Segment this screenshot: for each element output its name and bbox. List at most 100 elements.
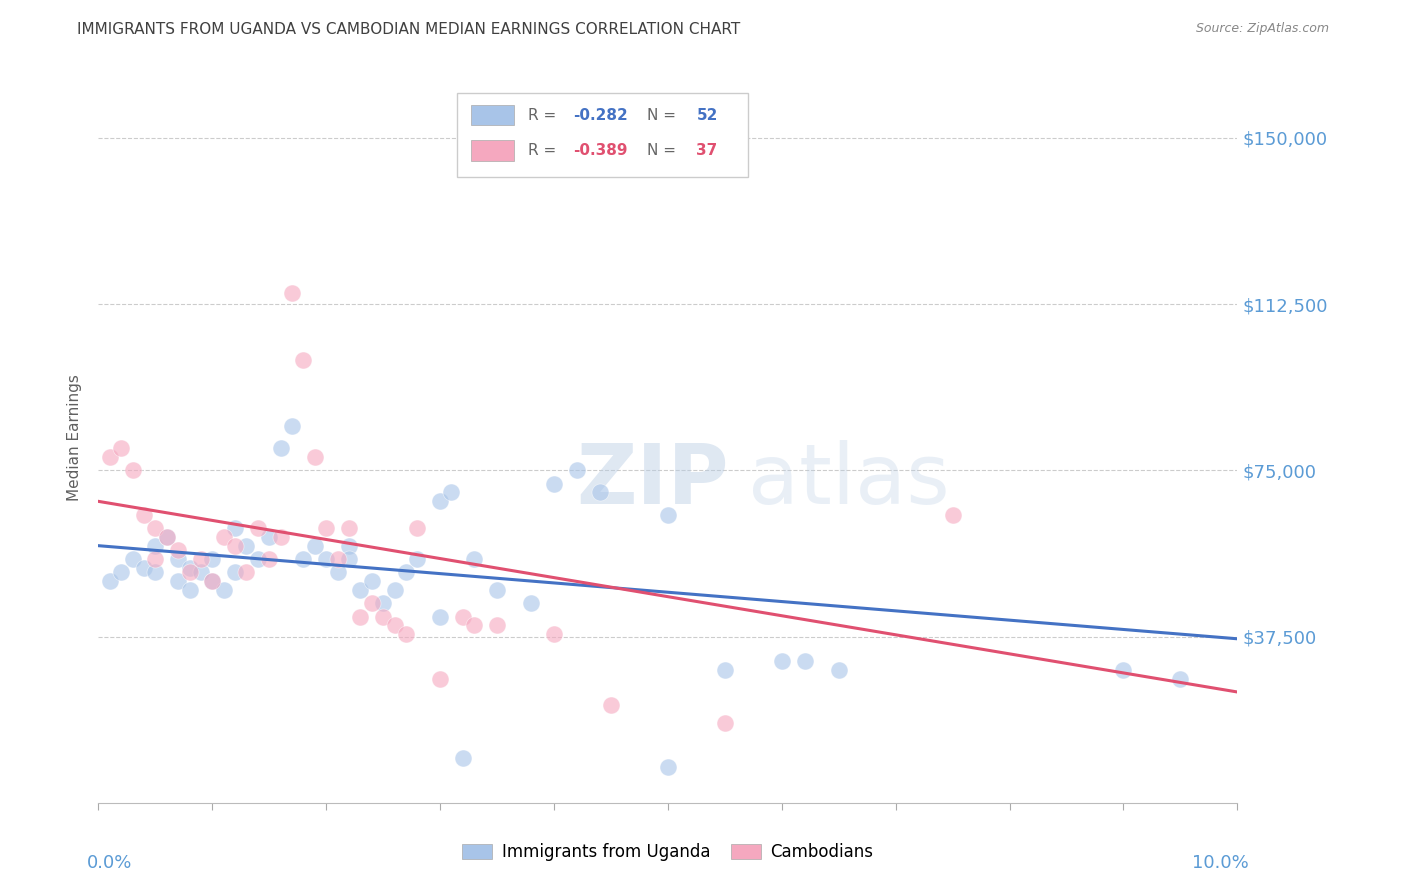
Text: R =: R = (527, 143, 561, 158)
Y-axis label: Median Earnings: Median Earnings (67, 374, 83, 500)
Immigrants from Uganda (1112, 663, 1135, 677)
Immigrants from Uganda (270, 441, 292, 455)
Immigrants from Uganda (145, 566, 167, 580)
Cambodians (212, 530, 235, 544)
Immigrants from Uganda (121, 552, 143, 566)
Cambodians (156, 530, 179, 544)
Immigrants from Uganda (384, 582, 406, 597)
Immigrants from Uganda (429, 494, 451, 508)
Immigrants from Uganda (793, 654, 815, 668)
Cambodians (190, 552, 212, 566)
Cambodians (281, 285, 304, 300)
Cambodians (337, 521, 360, 535)
Cambodians (246, 521, 269, 535)
Immigrants from Uganda (201, 574, 224, 589)
Cambodians (270, 530, 292, 544)
Immigrants from Uganda (201, 552, 224, 566)
Immigrants from Uganda (292, 552, 315, 566)
Cambodians (384, 618, 406, 632)
Cambodians (326, 552, 349, 566)
Cambodians (349, 609, 371, 624)
Immigrants from Uganda (360, 574, 382, 589)
Immigrants from Uganda (190, 566, 212, 580)
Cambodians (179, 566, 201, 580)
Cambodians (132, 508, 155, 522)
Text: atlas: atlas (748, 441, 949, 522)
Legend: Immigrants from Uganda, Cambodians: Immigrants from Uganda, Cambodians (456, 837, 880, 868)
Immigrants from Uganda (440, 485, 463, 500)
Immigrants from Uganda (304, 539, 326, 553)
Immigrants from Uganda (212, 582, 235, 597)
Cambodians (121, 463, 143, 477)
Immigrants from Uganda (657, 760, 679, 774)
Immigrants from Uganda (429, 609, 451, 624)
Immigrants from Uganda (565, 463, 588, 477)
FancyBboxPatch shape (471, 140, 515, 161)
Immigrants from Uganda (714, 663, 737, 677)
Immigrants from Uganda (828, 663, 851, 677)
Text: R =: R = (527, 108, 561, 123)
Cambodians (145, 521, 167, 535)
Cambodians (942, 508, 965, 522)
Text: N =: N = (647, 143, 682, 158)
Immigrants from Uganda (167, 574, 190, 589)
Immigrants from Uganda (395, 566, 418, 580)
Immigrants from Uganda (259, 530, 281, 544)
Immigrants from Uganda (224, 521, 246, 535)
Immigrants from Uganda (463, 552, 485, 566)
Immigrants from Uganda (315, 552, 337, 566)
Cambodians (259, 552, 281, 566)
Text: 52: 52 (696, 108, 717, 123)
Immigrants from Uganda (373, 596, 395, 610)
Immigrants from Uganda (406, 552, 429, 566)
Text: -0.282: -0.282 (574, 108, 628, 123)
Text: -0.389: -0.389 (574, 143, 628, 158)
Text: Source: ZipAtlas.com: Source: ZipAtlas.com (1195, 22, 1329, 36)
Cambodians (543, 627, 565, 641)
Immigrants from Uganda (451, 751, 474, 765)
Immigrants from Uganda (224, 566, 246, 580)
Immigrants from Uganda (246, 552, 269, 566)
Cambodians (235, 566, 257, 580)
Immigrants from Uganda (770, 654, 793, 668)
Immigrants from Uganda (110, 566, 132, 580)
Cambodians (373, 609, 395, 624)
Immigrants from Uganda (179, 561, 201, 575)
Immigrants from Uganda (349, 582, 371, 597)
Immigrants from Uganda (337, 552, 360, 566)
Immigrants from Uganda (156, 530, 179, 544)
Cambodians (406, 521, 429, 535)
Text: 37: 37 (696, 143, 717, 158)
Immigrants from Uganda (1170, 672, 1192, 686)
Immigrants from Uganda (543, 476, 565, 491)
Immigrants from Uganda (98, 574, 121, 589)
Cambodians (304, 450, 326, 464)
Immigrants from Uganda (132, 561, 155, 575)
Cambodians (224, 539, 246, 553)
Cambodians (201, 574, 224, 589)
Immigrants from Uganda (145, 539, 167, 553)
Immigrants from Uganda (167, 552, 190, 566)
FancyBboxPatch shape (457, 94, 748, 178)
Cambodians (600, 698, 623, 713)
Cambodians (395, 627, 418, 641)
Cambodians (110, 441, 132, 455)
Text: N =: N = (647, 108, 682, 123)
FancyBboxPatch shape (471, 105, 515, 126)
Text: ZIP: ZIP (576, 441, 730, 522)
Immigrants from Uganda (281, 419, 304, 434)
Immigrants from Uganda (179, 582, 201, 597)
Immigrants from Uganda (657, 508, 679, 522)
Immigrants from Uganda (337, 539, 360, 553)
Cambodians (145, 552, 167, 566)
Cambodians (486, 618, 509, 632)
Cambodians (429, 672, 451, 686)
Immigrants from Uganda (520, 596, 543, 610)
Cambodians (315, 521, 337, 535)
Text: 0.0%: 0.0% (87, 854, 132, 872)
Cambodians (360, 596, 382, 610)
Text: 10.0%: 10.0% (1192, 854, 1249, 872)
Immigrants from Uganda (588, 485, 610, 500)
Cambodians (98, 450, 121, 464)
Immigrants from Uganda (235, 539, 257, 553)
